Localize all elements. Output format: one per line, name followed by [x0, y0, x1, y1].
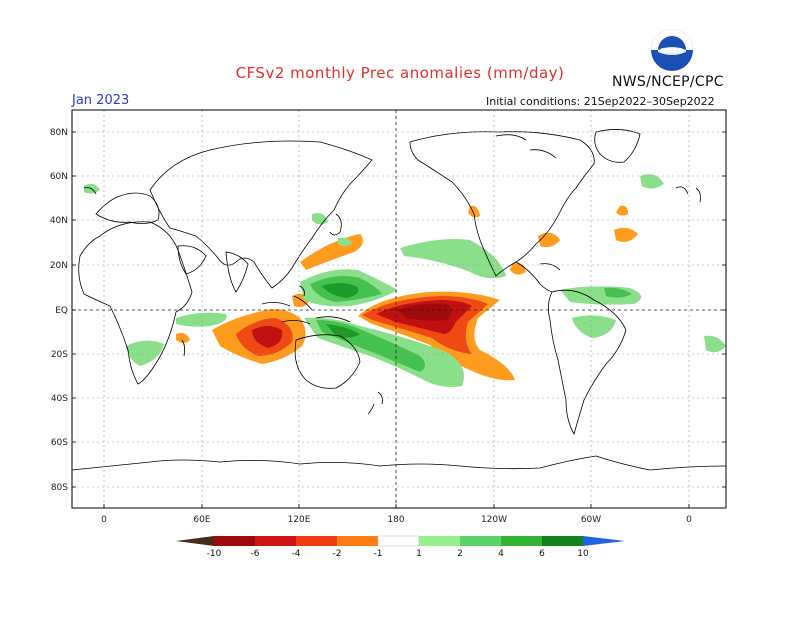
agency-label: NWS/NCEP/CPC	[612, 74, 724, 90]
colorbar-high-arrow	[583, 536, 625, 546]
colorbar-swatch	[460, 536, 501, 546]
greenland-outline	[594, 129, 641, 163]
colorbar-label: 1	[416, 549, 422, 559]
colorbar-swatch	[419, 536, 460, 546]
lon-label: 120W	[481, 515, 507, 525]
lon-label: 0	[686, 515, 692, 525]
natl-dry-region	[614, 227, 638, 242]
australia-outline	[294, 334, 361, 389]
maritime-islands-outline	[261, 285, 351, 325]
coastlines	[72, 129, 726, 471]
atlantic-wet-region	[560, 286, 642, 305]
svg-text:NOAA: NOAA	[661, 47, 684, 55]
colorbar-swatch	[214, 536, 255, 546]
colorbar-swatch	[255, 536, 296, 546]
india-outline	[225, 251, 249, 293]
lat-label: 40S	[51, 394, 68, 404]
lon-label: 60W	[581, 515, 601, 525]
colorbar-label: -2	[333, 549, 342, 559]
lat-label: 60S	[51, 438, 68, 448]
map-title: CFSv2 monthly Prec anomalies (mm/day)	[235, 64, 565, 82]
africa-outline	[78, 221, 193, 385]
graticule	[72, 110, 726, 508]
noaa-logo: NOAA	[651, 29, 693, 71]
lon-labels: 0 60E 120E 180 120W 60W 0	[101, 515, 692, 525]
colorbar-label: -1	[374, 549, 383, 559]
lat-label: 40N	[50, 216, 68, 226]
north-america-outline	[409, 131, 595, 277]
colorbar-label: 2	[457, 549, 463, 559]
lon-label: 0	[101, 515, 107, 525]
colorbar-label: -6	[251, 549, 260, 559]
lon-label: 180	[387, 515, 404, 525]
colorbar-swatch	[377, 535, 420, 547]
colorbar-label: 4	[498, 549, 504, 559]
colorbar-label: -4	[292, 549, 301, 559]
lat-label: 60N	[50, 172, 68, 182]
colorbar-swatch	[296, 536, 337, 546]
valid-month-label: Jan 2023	[72, 93, 130, 108]
lat-label: 20S	[51, 350, 68, 360]
south-america-outline	[548, 289, 627, 436]
lat-label: 80S	[51, 483, 68, 493]
map-frame	[71, 109, 727, 509]
anomaly-shading	[84, 174, 726, 387]
lat-label: 20N	[50, 261, 68, 271]
initial-conditions-label: Initial conditions: 21Sep2022–30Sep2022	[486, 95, 715, 108]
colorbar-swatch	[542, 536, 583, 546]
colorbar-low-arrow	[176, 536, 214, 546]
arabia-outline	[177, 245, 207, 275]
lon-label: 120E	[288, 515, 311, 525]
colorbar-label: -10	[207, 549, 222, 559]
colorbar: -10 -6 -4 -2 -1 1 2 4 6 10	[176, 535, 625, 559]
asia-outline	[149, 140, 373, 289]
lat-label: 80N	[50, 128, 68, 138]
indian-wet-region	[176, 312, 227, 327]
nepac-wet-region	[400, 239, 506, 279]
colorbar-label: 6	[539, 549, 545, 559]
colorbar-swatch	[337, 536, 378, 546]
antarctica-outline	[72, 455, 726, 471]
lon-label: 60E	[193, 515, 210, 525]
lat-labels: 80N 60N 40N 20N EQ 20S 40S 60S 80S	[50, 128, 68, 493]
lat-label: EQ	[55, 306, 68, 316]
colorbar-label: 10	[577, 549, 589, 559]
colorbar-swatch	[501, 536, 542, 546]
